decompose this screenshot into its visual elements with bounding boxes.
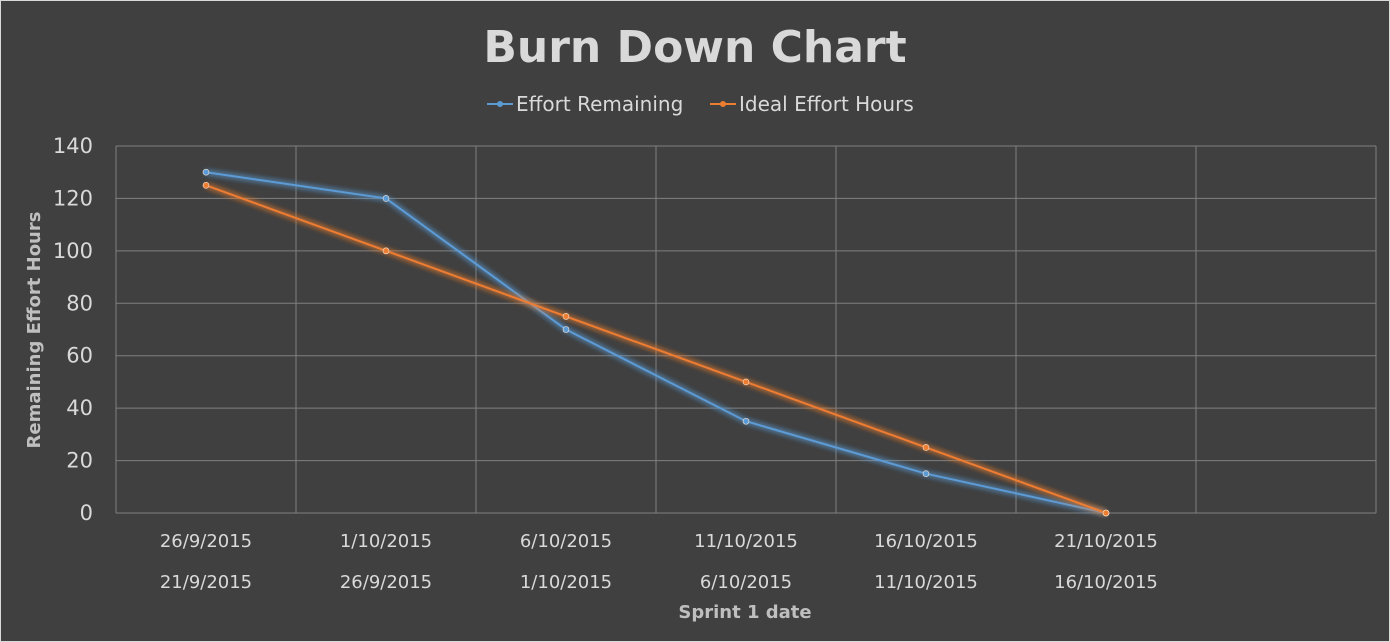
y-axis-ticks: 0 20 40 60 80 100 120 140 bbox=[53, 134, 93, 525]
x-tick-label-bottom: 1/10/2015 bbox=[520, 572, 612, 593]
x-tick-label-bottom: 11/10/2015 bbox=[874, 572, 978, 593]
gridlines bbox=[115, 145, 1377, 514]
data-point bbox=[922, 470, 930, 477]
x-tick-label-top: 6/10/2015 bbox=[520, 531, 612, 552]
y-tick-label: 140 bbox=[53, 134, 93, 158]
x-tick-label-top: 11/10/2015 bbox=[694, 531, 798, 552]
data-point bbox=[202, 168, 210, 176]
x-tick-label-bottom: 6/10/2015 bbox=[700, 572, 792, 593]
y-tick-label: 120 bbox=[53, 186, 93, 210]
x-tick-label-bottom: 16/10/2015 bbox=[1054, 572, 1158, 593]
x-tick-label-top: 26/9/2015 bbox=[160, 531, 252, 552]
y-tick-label: 80 bbox=[66, 291, 93, 315]
y-axis-label: Remaining Effort Hours bbox=[24, 212, 45, 449]
x-tick-label-top: 1/10/2015 bbox=[340, 531, 432, 552]
y-tick-label: 0 bbox=[80, 501, 93, 525]
chart-title: Burn Down Chart bbox=[483, 22, 906, 73]
data-point bbox=[382, 247, 390, 255]
y-tick-label: 60 bbox=[66, 344, 93, 368]
x-tick-label-bottom: 26/9/2015 bbox=[340, 572, 432, 593]
legend-label: Effort Remaining bbox=[516, 92, 683, 116]
series-line bbox=[205, 184, 1107, 514]
series-ideal-effort-hours bbox=[202, 182, 1110, 517]
x-axis-ticks: 26/9/2015 21/9/2015 1/10/2015 26/9/2015 6/10… bbox=[160, 531, 1158, 593]
legend: Effort Remaining Ideal Effort Hours bbox=[487, 92, 914, 116]
y-tick-label: 100 bbox=[53, 239, 93, 263]
legend-item: Ideal Effort Hours bbox=[710, 92, 914, 116]
legend-label: Ideal Effort Hours bbox=[739, 92, 914, 116]
data-point bbox=[562, 313, 570, 320]
data-point bbox=[562, 326, 570, 333]
data-point bbox=[922, 444, 930, 451]
legend-marker bbox=[720, 101, 726, 107]
y-tick-label: 20 bbox=[66, 449, 93, 473]
y-tick-label: 40 bbox=[66, 396, 93, 420]
legend-item: Effort Remaining bbox=[487, 92, 683, 116]
series-layer bbox=[202, 168, 1110, 517]
data-point bbox=[1102, 509, 1110, 517]
data-point bbox=[202, 182, 210, 189]
x-tick-label-top: 16/10/2015 bbox=[874, 531, 978, 552]
data-point bbox=[742, 378, 750, 386]
series-effort-remaining bbox=[202, 168, 1110, 517]
x-tick-label-top: 21/10/2015 bbox=[1054, 531, 1158, 552]
x-tick-label-bottom: 21/9/2015 bbox=[160, 572, 252, 593]
legend-marker bbox=[497, 101, 503, 107]
x-axis-label: Sprint 1 date bbox=[678, 602, 811, 623]
data-point bbox=[742, 417, 750, 425]
data-point bbox=[382, 195, 390, 202]
series-line bbox=[205, 171, 1107, 514]
